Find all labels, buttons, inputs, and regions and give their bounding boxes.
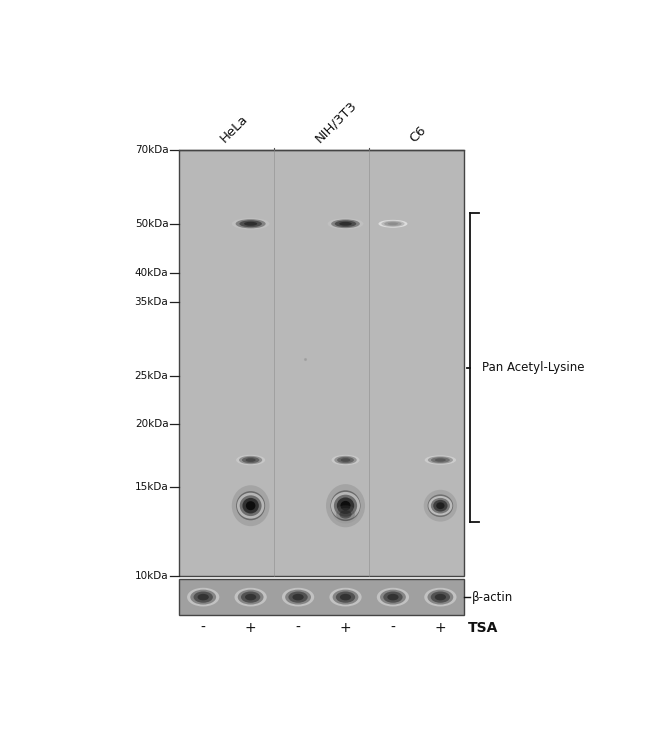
Ellipse shape — [424, 489, 457, 522]
Ellipse shape — [428, 456, 453, 464]
Ellipse shape — [337, 498, 354, 514]
Ellipse shape — [239, 456, 262, 464]
Text: C6: C6 — [408, 123, 429, 145]
Ellipse shape — [198, 594, 209, 600]
Ellipse shape — [431, 592, 450, 602]
Ellipse shape — [335, 221, 356, 227]
Ellipse shape — [387, 594, 398, 600]
Ellipse shape — [239, 221, 262, 227]
Ellipse shape — [388, 222, 398, 225]
Text: β-actin: β-actin — [472, 590, 513, 604]
Text: -: - — [201, 620, 205, 635]
Text: +: + — [435, 620, 446, 635]
Text: 40kDa: 40kDa — [135, 267, 168, 278]
Text: Pan Acetyl-Lysine: Pan Acetyl-Lysine — [482, 361, 584, 374]
Ellipse shape — [339, 511, 352, 519]
Ellipse shape — [326, 484, 365, 527]
Ellipse shape — [289, 592, 307, 602]
Text: -: - — [296, 620, 300, 635]
Ellipse shape — [285, 590, 311, 605]
Text: 50kDa: 50kDa — [135, 219, 168, 229]
Text: 25kDa: 25kDa — [135, 370, 168, 380]
Ellipse shape — [428, 494, 453, 517]
Ellipse shape — [332, 455, 359, 465]
Ellipse shape — [246, 459, 255, 462]
Ellipse shape — [241, 592, 260, 602]
Ellipse shape — [245, 594, 256, 600]
Text: 15kDa: 15kDa — [135, 483, 168, 492]
Ellipse shape — [292, 594, 304, 600]
Ellipse shape — [232, 485, 270, 526]
FancyBboxPatch shape — [179, 150, 464, 576]
Text: 35kDa: 35kDa — [135, 297, 168, 307]
Ellipse shape — [328, 218, 363, 229]
Text: 20kDa: 20kDa — [135, 419, 168, 429]
Text: NIH/3T3: NIH/3T3 — [313, 99, 359, 145]
Ellipse shape — [435, 594, 446, 600]
Ellipse shape — [242, 498, 259, 514]
Text: +: + — [245, 620, 257, 635]
Ellipse shape — [331, 219, 360, 228]
Ellipse shape — [424, 588, 456, 606]
Ellipse shape — [339, 222, 352, 226]
Text: 10kDa: 10kDa — [135, 572, 168, 581]
Ellipse shape — [431, 457, 450, 463]
Ellipse shape — [333, 590, 358, 605]
Ellipse shape — [435, 459, 446, 462]
Ellipse shape — [238, 590, 263, 605]
Ellipse shape — [341, 501, 350, 511]
Ellipse shape — [242, 457, 259, 463]
Ellipse shape — [246, 501, 255, 511]
Ellipse shape — [428, 590, 453, 605]
Ellipse shape — [384, 592, 402, 602]
Ellipse shape — [428, 496, 452, 516]
Ellipse shape — [432, 498, 448, 513]
Ellipse shape — [380, 590, 406, 605]
Text: 70kDa: 70kDa — [135, 145, 168, 155]
Ellipse shape — [237, 492, 265, 519]
Text: HeLa: HeLa — [218, 112, 251, 145]
Ellipse shape — [194, 592, 213, 602]
Ellipse shape — [377, 588, 409, 606]
Ellipse shape — [236, 455, 265, 465]
Ellipse shape — [424, 456, 456, 465]
Ellipse shape — [244, 222, 257, 226]
Ellipse shape — [337, 457, 354, 463]
Ellipse shape — [240, 495, 261, 516]
Ellipse shape — [236, 491, 265, 520]
Ellipse shape — [282, 588, 314, 606]
Ellipse shape — [187, 588, 219, 606]
Ellipse shape — [330, 490, 361, 521]
Ellipse shape — [334, 456, 357, 464]
Ellipse shape — [330, 588, 361, 606]
Ellipse shape — [336, 495, 356, 516]
Ellipse shape — [384, 221, 402, 226]
Ellipse shape — [382, 221, 404, 227]
Ellipse shape — [431, 498, 450, 514]
Ellipse shape — [436, 502, 445, 509]
Ellipse shape — [378, 220, 408, 227]
Text: +: + — [340, 620, 351, 635]
Ellipse shape — [334, 495, 357, 517]
Ellipse shape — [340, 594, 351, 600]
FancyBboxPatch shape — [179, 579, 464, 615]
Ellipse shape — [333, 505, 358, 523]
Ellipse shape — [241, 496, 260, 515]
Text: -: - — [391, 620, 395, 635]
Ellipse shape — [336, 508, 355, 521]
Ellipse shape — [190, 590, 216, 605]
Ellipse shape — [341, 459, 350, 462]
Ellipse shape — [235, 588, 266, 606]
Ellipse shape — [235, 219, 266, 228]
Ellipse shape — [331, 492, 360, 520]
Text: TSA: TSA — [468, 620, 499, 635]
Ellipse shape — [232, 218, 269, 230]
Ellipse shape — [433, 500, 448, 511]
Ellipse shape — [336, 592, 355, 602]
